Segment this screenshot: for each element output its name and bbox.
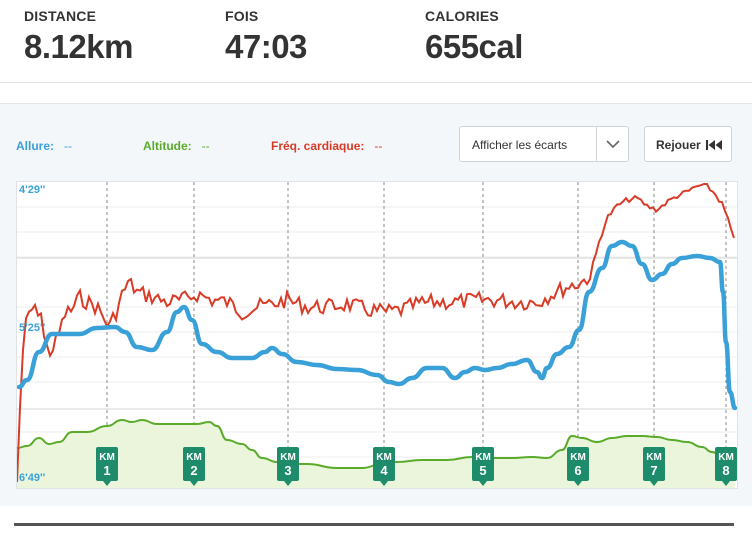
legend-heart-value: -- — [374, 139, 383, 153]
chevron-down-icon — [606, 140, 620, 149]
km-marker-7[interactable]: KM7 — [643, 447, 665, 486]
km-marker-badge — [715, 447, 737, 481]
km-marker-number: 3 — [284, 463, 291, 478]
km-marker-number: 5 — [479, 463, 486, 478]
km-marker-badge — [96, 447, 118, 481]
km-marker-badge — [373, 447, 395, 481]
km-marker-unit: KM — [570, 452, 586, 463]
km-marker-number: 2 — [190, 463, 197, 478]
km-marker-pointer — [284, 481, 292, 486]
stat-time: FOIS 47:03 — [225, 8, 307, 66]
km-marker-unit: KM — [280, 452, 296, 463]
stat-time-label: FOIS — [225, 8, 259, 24]
km-marker-2[interactable]: KM2 — [183, 447, 205, 486]
altitude-series-line — [16, 418, 736, 469]
km-marker-unit: KM — [475, 452, 491, 463]
stat-distance-label: DISTANCE — [24, 8, 97, 24]
deviation-select-value: Afficher les écarts — [472, 138, 568, 152]
rewind-icon — [706, 140, 722, 150]
km-marker-4[interactable]: KM4 — [373, 447, 395, 486]
stat-calories-label: CALORIES — [425, 8, 499, 24]
km-marker-pointer — [190, 481, 198, 486]
replay-button[interactable]: Rejouer — [644, 126, 732, 162]
km-marker-3[interactable]: KM3 — [277, 447, 299, 486]
km-marker-number: 8 — [722, 463, 729, 478]
legend-heart-label: Fréq. cardiaque: — [271, 139, 365, 153]
stat-calories-value: 655cal — [425, 28, 523, 65]
y-tick-top: 4'29'' — [19, 184, 46, 196]
km-marker-1[interactable]: KM1 — [96, 447, 118, 486]
y-tick-bottom: 6'49'' — [19, 472, 46, 484]
km-marker-pointer — [380, 481, 388, 486]
legend-heart[interactable]: Fréq. cardiaque: -- — [271, 139, 382, 153]
replay-label: Rejouer — [656, 138, 701, 152]
deviation-select[interactable]: Afficher les écarts — [459, 126, 629, 162]
km-marker-pointer — [479, 481, 487, 486]
km-marker-badge — [472, 447, 494, 481]
km-marker-unit: KM — [376, 452, 392, 463]
bottom-divider — [14, 523, 734, 526]
km-marker-unit: KM — [646, 452, 662, 463]
km-marker-pointer — [574, 481, 582, 486]
km-marker-5[interactable]: KM5 — [472, 447, 494, 486]
km-marker-number: 7 — [650, 463, 657, 478]
km-marker-8[interactable]: KM8 — [715, 447, 737, 486]
chart-panel: Allure: -- Altitude: -- Fréq. cardiaque: --… — [0, 103, 752, 506]
stat-distance: DISTANCE 8.12km — [24, 8, 133, 66]
km-marker-pointer — [722, 481, 730, 486]
legend-pace[interactable]: Allure: -- — [16, 139, 72, 153]
km-marker-pointer — [650, 481, 658, 486]
km-marker-unit: KM — [99, 452, 115, 463]
stat-distance-value: 8.12km — [24, 28, 133, 65]
km-marker-number: 4 — [380, 463, 388, 478]
stat-calories: CALORIES 655cal — [425, 8, 523, 66]
legend-pace-label: Allure: — [16, 139, 55, 153]
km-marker-unit: KM — [718, 452, 734, 463]
heart-rate-series-line — [16, 183, 735, 483]
activity-chart: KM 1 KM 2 KM 3 KM 4 KM 5 KM 6 KM 7 KM 8 4'29'' 5'25'' 6… — [16, 181, 738, 489]
km-marker-badge — [183, 447, 205, 481]
legend-altitude[interactable]: Altitude: -- — [143, 139, 210, 153]
km-marker-pointer — [103, 481, 111, 486]
stat-time-value: 47:03 — [225, 28, 307, 65]
km-marker-number: 1 — [103, 463, 110, 478]
km-marker-6[interactable]: KM6 — [567, 447, 589, 486]
legend-altitude-value: -- — [201, 139, 210, 153]
legend-altitude-label: Altitude: — [143, 139, 192, 153]
km-marker-badge — [277, 447, 299, 481]
pace-series-line — [16, 239, 738, 411]
km-marker-badge — [643, 447, 665, 481]
km-marker-unit: KM — [186, 452, 202, 463]
km-marker-badge — [567, 447, 589, 481]
stats-bar: DISTANCE 8.12km FOIS 47:03 CALORIES 655c… — [0, 0, 752, 83]
km-marker-number: 6 — [574, 463, 581, 478]
legend-pace-value: -- — [64, 139, 73, 153]
select-divider — [596, 127, 597, 161]
y-tick-middle: 5'25'' — [19, 322, 46, 334]
